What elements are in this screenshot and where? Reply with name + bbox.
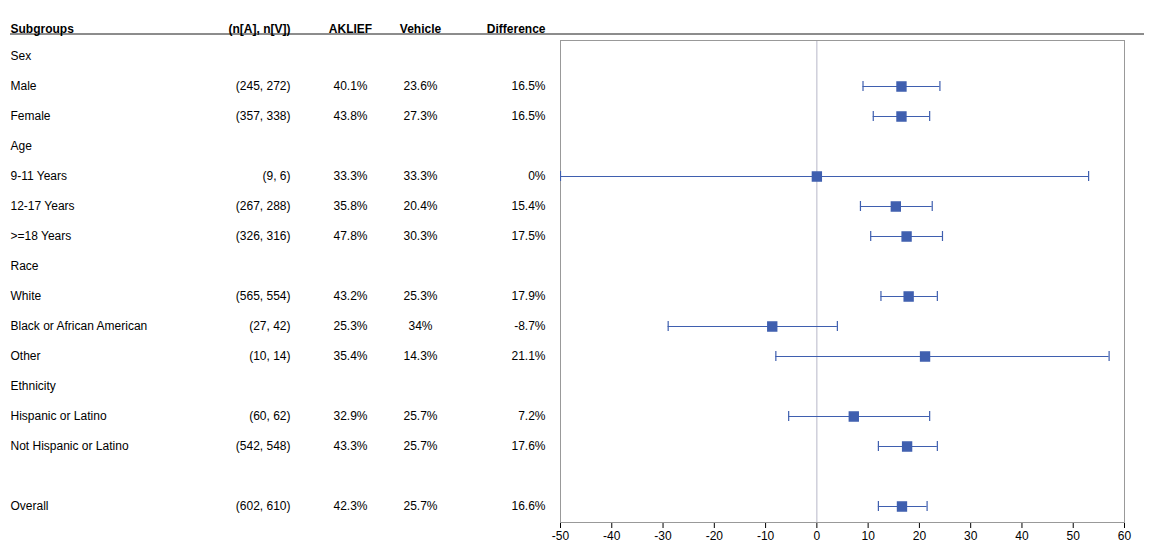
svg-text:50: 50	[1067, 529, 1081, 543]
svg-text:Female: Female	[11, 109, 51, 123]
svg-text:16.6%: 16.6%	[511, 499, 545, 513]
svg-text:25.7%: 25.7%	[403, 439, 437, 453]
svg-text:Hispanic or Latino: Hispanic or Latino	[11, 409, 107, 423]
svg-text:32.9%: 32.9%	[333, 409, 367, 423]
svg-text:Not Hispanic or Latino: Not Hispanic or Latino	[11, 439, 129, 453]
svg-text:Vehicle: Vehicle	[399, 22, 442, 36]
svg-text:14.3%: 14.3%	[403, 349, 437, 363]
svg-text:Subgroups: Subgroups	[10, 22, 74, 36]
svg-text:Other: Other	[11, 349, 41, 363]
svg-text:Overall: Overall	[11, 499, 49, 513]
svg-text:40.1%: 40.1%	[333, 79, 367, 93]
svg-text:42.3%: 42.3%	[333, 499, 367, 513]
svg-text:21.1%: 21.1%	[511, 349, 545, 363]
svg-text:>=18 Years: >=18 Years	[11, 229, 72, 243]
svg-text:Ethnicity: Ethnicity	[11, 379, 56, 393]
svg-text:17.6%: 17.6%	[511, 439, 545, 453]
svg-text:Difference: Difference	[486, 22, 546, 36]
svg-text:25.7%: 25.7%	[403, 499, 437, 513]
svg-text:20.4%: 20.4%	[403, 199, 437, 213]
svg-text:Age: Age	[11, 139, 33, 153]
svg-text:20: 20	[913, 529, 927, 543]
svg-text:(27, 42): (27, 42)	[249, 319, 290, 333]
svg-text:(9, 6): (9, 6)	[262, 169, 290, 183]
svg-text:(n[A], n[V]): (n[A], n[V])	[228, 22, 291, 36]
svg-text:16.5%: 16.5%	[511, 79, 545, 93]
svg-text:34%: 34%	[408, 319, 432, 333]
svg-text:30: 30	[964, 529, 978, 543]
svg-text:0%: 0%	[528, 169, 546, 183]
svg-text:(10, 14): (10, 14)	[249, 349, 290, 363]
svg-text:Race: Race	[11, 259, 39, 273]
svg-text:White: White	[11, 289, 42, 303]
svg-text:25.3%: 25.3%	[403, 289, 437, 303]
svg-text:-10: -10	[757, 529, 775, 543]
svg-text:25.3%: 25.3%	[333, 319, 367, 333]
svg-text:0: 0	[814, 529, 821, 543]
svg-text:9-11 Years: 9-11 Years	[11, 169, 68, 183]
svg-text:33.3%: 33.3%	[403, 169, 437, 183]
svg-text:Black or African American: Black or African American	[11, 319, 148, 333]
svg-text:10: 10	[861, 529, 875, 543]
svg-text:-20: -20	[706, 529, 724, 543]
svg-text:47.8%: 47.8%	[333, 229, 367, 243]
svg-text:27.3%: 27.3%	[403, 109, 437, 123]
svg-text:(245, 272): (245, 272)	[236, 79, 291, 93]
svg-text:15.4%: 15.4%	[511, 199, 545, 213]
svg-text:12-17 Years: 12-17 Years	[11, 199, 75, 213]
svg-text:(267, 288): (267, 288)	[236, 199, 291, 213]
svg-text:43.3%: 43.3%	[333, 439, 367, 453]
svg-text:30.3%: 30.3%	[403, 229, 437, 243]
svg-text:17.9%: 17.9%	[511, 289, 545, 303]
svg-text:33.3%: 33.3%	[333, 169, 367, 183]
svg-text:40: 40	[1015, 529, 1029, 543]
svg-text:(60, 62): (60, 62)	[249, 409, 290, 423]
svg-text:Male: Male	[11, 79, 37, 93]
svg-text:35.8%: 35.8%	[333, 199, 367, 213]
svg-text:43.8%: 43.8%	[333, 109, 367, 123]
svg-text:(542, 548): (542, 548)	[236, 439, 291, 453]
svg-text:Sex: Sex	[11, 49, 32, 63]
svg-text:25.7%: 25.7%	[403, 409, 437, 423]
svg-text:-30: -30	[654, 529, 672, 543]
svg-text:-8.7%: -8.7%	[514, 319, 546, 333]
svg-text:AKLIEF: AKLIEF	[328, 22, 373, 36]
svg-text:(565, 554): (565, 554)	[236, 289, 291, 303]
svg-text:-40: -40	[603, 529, 621, 543]
svg-text:23.6%: 23.6%	[403, 79, 437, 93]
svg-text:7.2%: 7.2%	[518, 409, 546, 423]
svg-text:(357, 338): (357, 338)	[236, 109, 291, 123]
svg-text:-50: -50	[552, 529, 570, 543]
svg-text:35.4%: 35.4%	[333, 349, 367, 363]
svg-text:60: 60	[1118, 529, 1132, 543]
svg-text:(326, 316): (326, 316)	[236, 229, 291, 243]
svg-text:(602, 610): (602, 610)	[236, 499, 291, 513]
svg-text:17.5%: 17.5%	[511, 229, 545, 243]
svg-text:43.2%: 43.2%	[333, 289, 367, 303]
svg-text:16.5%: 16.5%	[511, 109, 545, 123]
